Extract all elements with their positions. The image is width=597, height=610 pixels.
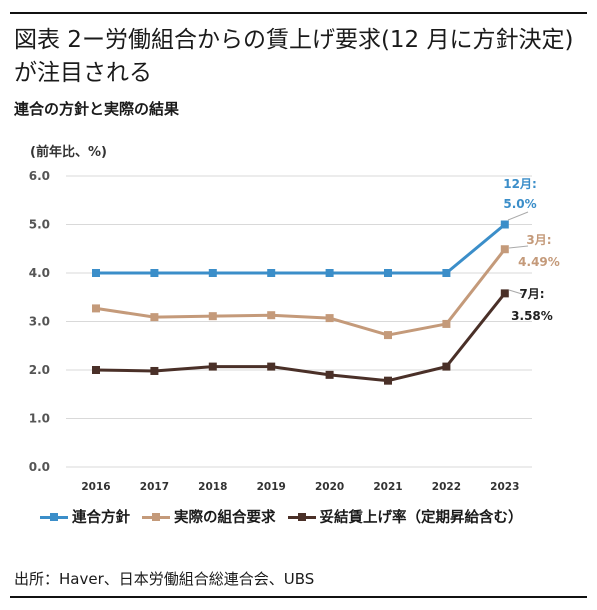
x-tick-label: 2019 xyxy=(257,481,286,493)
data-point xyxy=(92,269,100,277)
data-point xyxy=(150,313,159,322)
data-point xyxy=(500,220,509,229)
legend-swatch xyxy=(40,511,68,523)
data-point xyxy=(384,331,392,340)
x-tick-label: 2016 xyxy=(81,481,110,493)
y-axis-unit-label: (前年比、%) xyxy=(30,145,107,160)
data-point xyxy=(500,289,509,298)
data-point xyxy=(150,269,159,277)
legend-label: 妥結賃上げ率（定期昇給含む） xyxy=(319,510,523,526)
data-point xyxy=(150,366,159,375)
data-point xyxy=(92,366,100,374)
annotation-label: 7月: xyxy=(519,287,544,301)
data-point xyxy=(384,269,392,277)
data-point xyxy=(442,269,451,277)
legend-item: 連合方針 xyxy=(40,506,130,527)
chart-subtitle: 連合の方針と実際の結果 xyxy=(14,100,180,118)
data-point xyxy=(384,376,392,385)
x-tick-label: 2022 xyxy=(432,481,461,493)
legend-swatch xyxy=(142,511,170,523)
x-tick-label: 2023 xyxy=(490,481,519,493)
page-title: 図表 2ー労働組合からの賃上げ要求(12 月に方針決定)が注目される xyxy=(14,27,574,86)
y-tick-label: 3.0 xyxy=(29,315,50,329)
data-point xyxy=(267,362,276,371)
annotation-value: 5.0% xyxy=(503,197,536,211)
annotation-leader xyxy=(508,289,523,295)
annotation-leader xyxy=(507,211,529,221)
source-note: 出所：Haver、日本労働組合総連合会、UBS xyxy=(14,570,315,588)
data-point xyxy=(92,304,100,313)
series-line xyxy=(96,223,506,275)
series-line xyxy=(95,292,506,383)
legend-label: 実際の組合要求 xyxy=(174,510,276,526)
data-point xyxy=(325,269,334,277)
annotation-value: 3.58% xyxy=(511,309,553,323)
data-point xyxy=(442,362,451,371)
chart-legend: 連合方針 実際の組合要求 妥結賃上げ率（定期昇給含む） xyxy=(40,506,535,527)
bottom-rule xyxy=(10,596,587,598)
legend-label: 連合方針 xyxy=(72,510,130,526)
series-line xyxy=(95,248,506,337)
x-tick-label: 2021 xyxy=(373,481,402,493)
data-point xyxy=(325,370,334,379)
y-tick-label: 0.0 xyxy=(29,460,50,474)
data-point xyxy=(442,319,451,328)
top-rule xyxy=(10,12,587,14)
legend-item: 実際の組合要求 xyxy=(142,506,276,527)
data-point xyxy=(267,269,276,277)
data-point xyxy=(500,245,509,254)
annotation-leader xyxy=(508,245,529,249)
annotation-label: 12月: xyxy=(503,177,537,191)
y-tick-label: 2.0 xyxy=(29,363,50,377)
data-point xyxy=(325,314,334,323)
data-point xyxy=(208,362,217,371)
data-point xyxy=(208,312,217,321)
data-point xyxy=(267,311,276,320)
data-point xyxy=(208,269,217,277)
y-tick-label: 5.0 xyxy=(29,218,50,232)
x-tick-label: 2017 xyxy=(140,481,169,493)
annotation-value: 4.49% xyxy=(518,255,560,269)
y-tick-label: 1.0 xyxy=(29,412,50,426)
x-tick-label: 2018 xyxy=(198,481,227,493)
x-tick-label: 2020 xyxy=(315,481,344,493)
legend-item: 妥結賃上げ率（定期昇給含む） xyxy=(287,506,523,527)
y-tick-label: 6.0 xyxy=(29,169,50,183)
y-tick-label: 4.0 xyxy=(29,266,50,280)
legend-swatch xyxy=(287,511,316,523)
annotation-label: 3月: xyxy=(526,233,551,247)
